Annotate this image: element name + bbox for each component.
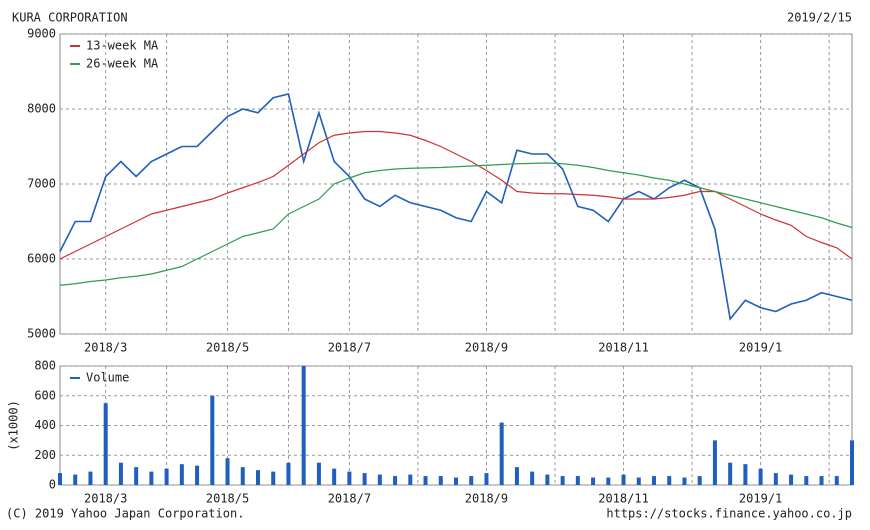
volume-bar — [103, 403, 108, 485]
volume-bar — [712, 440, 717, 485]
x-tick-label: 2018/9 — [465, 492, 508, 506]
volume-bar — [499, 422, 504, 485]
volume-bar — [423, 476, 428, 485]
chart-title: KURA CORPORATION — [12, 11, 128, 25]
volume-bar — [606, 477, 611, 485]
volume-bar — [195, 465, 200, 485]
volume-bar — [789, 474, 794, 485]
y-tick-label: 800 — [34, 359, 56, 373]
volume-bar — [530, 471, 535, 485]
price-line — [59, 130, 853, 260]
x-tick-label: 2018/3 — [84, 492, 127, 506]
volume-bar — [286, 462, 291, 485]
y-tick-label: 7000 — [27, 177, 56, 191]
volume-bar — [819, 476, 824, 485]
volume-bar — [560, 476, 565, 485]
volume-bar — [636, 477, 641, 485]
volume-bar — [438, 476, 443, 485]
volume-bar — [484, 473, 489, 485]
price-line — [59, 162, 853, 286]
legend-label: Volume — [86, 371, 129, 385]
x-tick-label: 2019/1 — [739, 341, 782, 355]
volume-bar — [316, 462, 321, 485]
volume-bar — [621, 474, 626, 485]
volume-bar — [301, 366, 306, 485]
x-tick-label: 2018/3 — [84, 341, 127, 355]
volume-bar — [149, 471, 154, 485]
x-tick-label: 2018/7 — [328, 341, 371, 355]
volume-bar — [697, 476, 702, 485]
y-tick-label: 0 — [49, 478, 56, 492]
x-tick-label: 2018/11 — [598, 492, 649, 506]
volume-bar — [850, 440, 854, 485]
volume-bar — [58, 473, 62, 485]
volume-bar — [164, 468, 169, 485]
y-tick-label: 5000 — [27, 327, 56, 341]
volume-bar — [514, 467, 519, 485]
price-line — [59, 93, 853, 321]
volume-bar — [88, 471, 93, 485]
volume-bar — [73, 474, 78, 485]
x-tick-label: 2018/9 — [465, 341, 508, 355]
volume-bar — [362, 473, 367, 485]
x-tick-label: 2018/11 — [598, 341, 649, 355]
volume-bar — [804, 476, 809, 485]
x-tick-label: 2018/5 — [206, 492, 249, 506]
volume-bar — [773, 473, 778, 485]
volume-bar — [210, 395, 215, 485]
volume-bar — [134, 467, 139, 485]
source-url: https://stocks.finance.yahoo.co.jp — [606, 507, 852, 521]
volume-bar — [682, 477, 687, 485]
volume-bar — [377, 474, 382, 485]
chart-date: 2019/2/15 — [787, 11, 852, 25]
volume-bar — [667, 476, 672, 485]
volume-bar — [393, 476, 398, 485]
x-tick-label: 2018/7 — [328, 492, 371, 506]
volume-bar — [591, 477, 596, 485]
volume-bar — [256, 470, 260, 485]
y-tick-label: 600 — [34, 388, 56, 402]
volume-bar — [469, 476, 474, 485]
volume-bar — [454, 477, 458, 485]
volume-bar — [271, 471, 276, 485]
volume-bar — [545, 474, 550, 485]
volume-bar — [652, 476, 656, 485]
volume-bar — [728, 462, 733, 485]
y-tick-label: 8000 — [27, 102, 56, 116]
volume-bar — [225, 458, 230, 485]
volume-bar — [408, 474, 413, 485]
volume-bar — [332, 468, 337, 485]
volume-bar — [240, 467, 245, 485]
y-tick-label: 6000 — [27, 252, 56, 266]
volume-bar — [179, 464, 184, 485]
legend-label: 13-week MA — [86, 39, 159, 53]
legend-label: 26-week MA — [86, 57, 159, 71]
copyright: (C) 2019 Yahoo Japan Corporation. — [6, 507, 244, 521]
y-tick-label: 9000 — [27, 27, 56, 41]
volume-bar — [575, 476, 580, 485]
volume-bar — [743, 464, 748, 485]
volume-bar — [758, 468, 763, 485]
volume-bar — [834, 476, 839, 485]
y-tick-label: 400 — [34, 418, 56, 432]
y-axis-label: (x1000) — [7, 400, 21, 451]
x-tick-label: 2018/5 — [206, 341, 249, 355]
x-tick-label: 2019/1 — [739, 492, 782, 506]
volume-bar — [118, 462, 123, 485]
volume-bar — [347, 471, 352, 485]
y-tick-label: 200 — [34, 448, 56, 462]
